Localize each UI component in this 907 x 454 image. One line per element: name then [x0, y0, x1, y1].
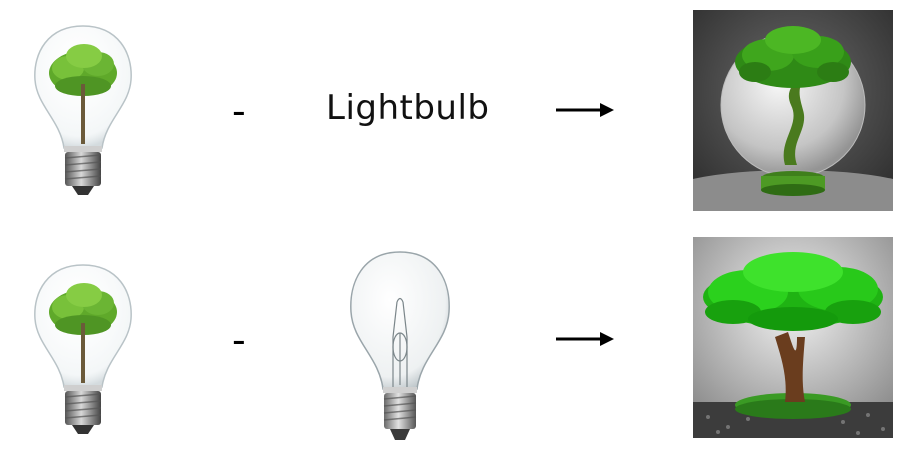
subtrahend-text: Lightbulb: [326, 88, 490, 128]
result-tree-in-sphere-image: [693, 10, 893, 211]
right-arrow-icon: [556, 332, 614, 346]
lightbulb-with-tree-image: [34, 264, 132, 434]
minus-operator: -: [232, 318, 246, 362]
minus-operator: -: [232, 89, 246, 133]
right-arrow-icon: [556, 103, 614, 117]
result-tree-on-island-image: [693, 237, 893, 438]
plain-lightbulb-image: [350, 251, 450, 440]
lightbulb-with-tree-image: [34, 25, 132, 195]
equation-row-1: - Lightbulb: [34, 10, 893, 211]
equation-row-2: -: [0, 227, 907, 454]
